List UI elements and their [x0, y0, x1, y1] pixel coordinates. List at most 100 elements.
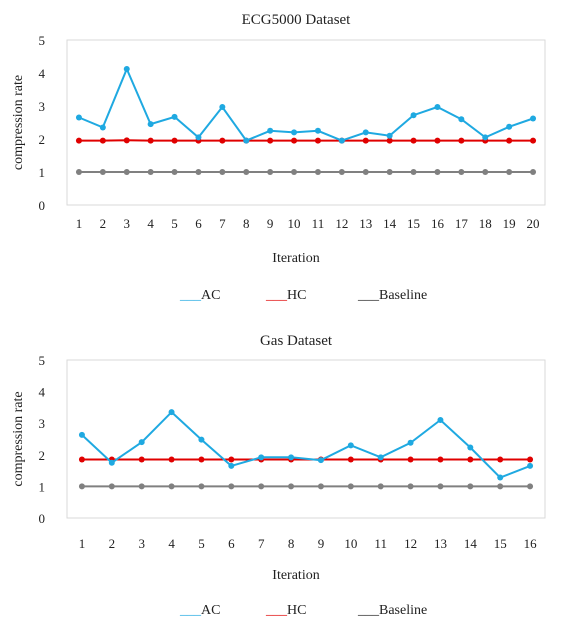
x-tick-label: 16	[431, 216, 445, 231]
data-point-baseline	[123, 169, 130, 175]
chart-title-gas: Gas Dataset	[260, 333, 333, 349]
data-point-ac	[171, 113, 178, 120]
x-tick-label: 2	[100, 216, 107, 231]
y-tick-label: 4	[39, 66, 46, 81]
data-point-ac	[434, 103, 441, 110]
data-point-hc	[530, 137, 537, 144]
x-tick-label: 11	[374, 536, 387, 551]
legend-label: Baseline	[379, 603, 427, 618]
data-point-ac	[258, 454, 265, 461]
plot-area-gas	[66, 359, 546, 519]
legend-item-hc: ___HC	[265, 288, 306, 303]
data-point-baseline	[171, 169, 178, 175]
data-point-ac	[317, 457, 324, 464]
data-point-ac	[147, 121, 154, 128]
legend-label: HC	[287, 288, 306, 303]
legend-key: ___	[357, 603, 380, 618]
data-point-baseline	[99, 169, 106, 175]
legend-label: HC	[287, 603, 306, 618]
data-point-baseline	[138, 483, 145, 490]
x-tick-label: 4	[168, 536, 175, 551]
y-tick-label: 1	[39, 479, 46, 494]
data-point-baseline	[198, 483, 205, 490]
chart-title-ecg: ECG5000 Dataset	[242, 12, 352, 28]
data-point-baseline	[434, 169, 441, 175]
data-point-baseline	[377, 483, 384, 490]
data-point-hc	[171, 137, 178, 144]
data-point-hc	[78, 456, 85, 463]
data-point-ac	[506, 123, 513, 130]
data-point-hc	[99, 137, 106, 144]
x-tick-label: 5	[198, 536, 205, 551]
data-point-baseline	[219, 169, 226, 175]
x-tick-label: 1	[76, 216, 83, 231]
data-point-hc	[407, 456, 414, 463]
data-point-baseline	[467, 483, 474, 490]
x-tick-label: 11	[312, 216, 325, 231]
y-tick-label: 4	[39, 385, 46, 400]
x-tick-label: 8	[243, 216, 250, 231]
data-point-ac	[437, 417, 444, 424]
legend-item-baseline: ___Baseline	[357, 603, 427, 618]
data-point-hc	[219, 137, 226, 144]
legend-item-baseline: ___Baseline	[357, 288, 427, 303]
data-point-ac	[288, 454, 295, 461]
data-point-hc	[198, 456, 205, 463]
y-tick-label: 5	[39, 33, 46, 48]
x-tick-label: 4	[147, 216, 154, 231]
y-tick-label: 1	[39, 165, 46, 180]
data-point-baseline	[410, 169, 417, 175]
data-point-ac	[75, 114, 82, 121]
data-point-ac	[527, 462, 534, 469]
legend-label: AC	[201, 288, 220, 303]
data-point-ac	[338, 137, 345, 144]
data-point-baseline	[482, 169, 489, 175]
data-point-hc	[506, 137, 513, 144]
data-point-ac	[377, 454, 384, 461]
data-point-ac	[108, 459, 115, 466]
data-point-baseline	[78, 483, 85, 490]
data-point-hc	[362, 137, 369, 144]
data-point-ac	[482, 134, 489, 141]
data-point-baseline	[407, 483, 414, 490]
data-point-baseline	[314, 169, 321, 175]
x-tick-label: 7	[258, 536, 265, 551]
data-point-ac	[407, 439, 414, 446]
data-point-hc	[291, 137, 298, 144]
x-tick-label: 2	[109, 536, 116, 551]
x-axis-label-ecg: Iteration	[272, 251, 319, 266]
data-point-hc	[467, 456, 474, 463]
legend-key: ___	[265, 603, 288, 618]
series-line-ac	[81, 410, 531, 479]
data-point-ac	[123, 66, 130, 73]
x-tick-label: 17	[455, 216, 469, 231]
data-point-hc	[437, 456, 444, 463]
data-point-baseline	[527, 483, 534, 490]
x-tick-label: 14	[383, 216, 397, 231]
data-point-ac	[78, 431, 85, 438]
y-tick-label: 2	[39, 448, 46, 463]
data-point-ac	[168, 409, 175, 416]
data-point-baseline	[168, 483, 175, 490]
legend-item-hc: ___HC	[265, 603, 306, 618]
data-point-hc	[410, 137, 417, 144]
data-point-baseline	[258, 483, 265, 490]
y-axis-label-gas: compression rate	[11, 391, 26, 486]
data-point-baseline	[362, 169, 369, 175]
x-axis-label-gas: Iteration	[272, 568, 319, 583]
series-line-ac	[78, 66, 534, 142]
data-point-baseline	[108, 483, 115, 490]
data-point-ac	[219, 103, 226, 110]
data-point-ac	[410, 112, 417, 119]
data-point-hc	[527, 456, 534, 463]
data-point-baseline	[228, 483, 235, 490]
data-point-baseline	[288, 483, 295, 490]
data-point-hc	[228, 456, 235, 463]
x-tick-label: 6	[195, 216, 202, 231]
data-point-baseline	[506, 169, 513, 175]
x-tick-label: 13	[359, 216, 372, 231]
x-tick-label: 14	[464, 536, 478, 551]
